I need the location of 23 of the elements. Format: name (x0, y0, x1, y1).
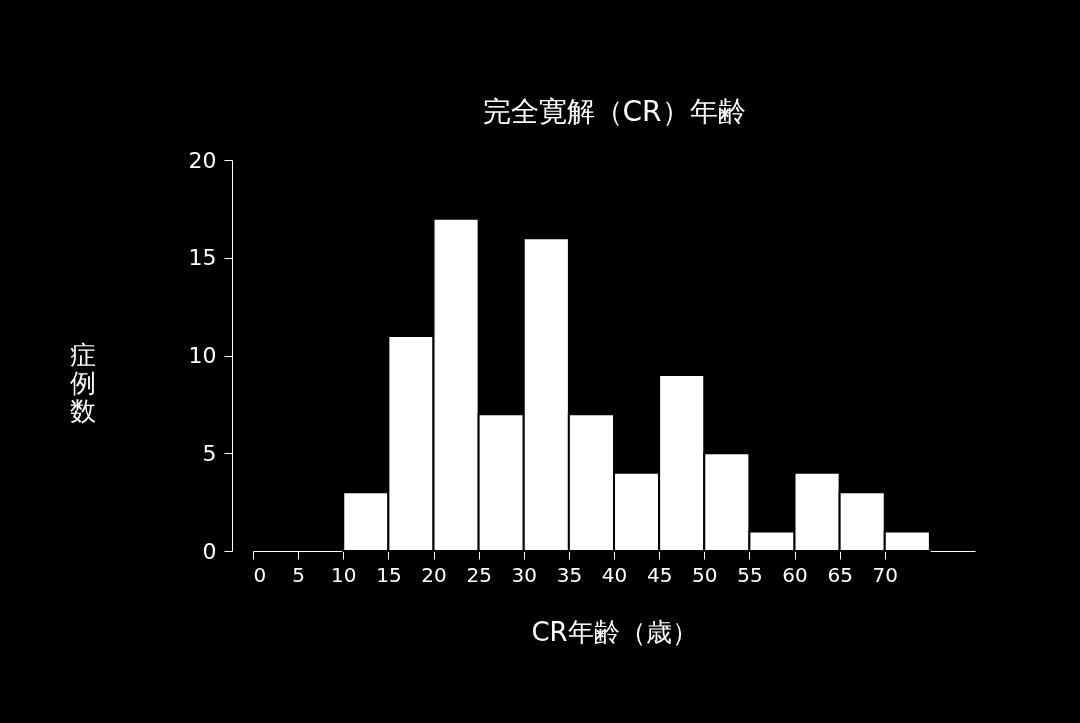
x-tick-label: 45 (646, 562, 673, 587)
x-tick-label: 70 (872, 562, 898, 587)
x-axis-title: CR年齢（歳） (531, 616, 698, 647)
y-tick-label: 20 (188, 147, 217, 173)
x-tick-label: 35 (556, 562, 583, 587)
y-tick-label: 10 (188, 343, 217, 368)
x-tick-label: 25 (466, 562, 492, 587)
x-tick-label: 60 (782, 562, 808, 587)
x-tick-label: 5 (292, 562, 305, 587)
x-tick-label: 10 (331, 562, 357, 587)
x-tick-label: 40 (601, 562, 628, 587)
x-tick-label: 0 (253, 562, 267, 587)
chart-title: 完全寛解（CR）年齢 (482, 95, 746, 128)
x-tick-label: 55 (737, 562, 763, 587)
y-tick-label: 5 (202, 440, 217, 466)
x-tick-label: 15 (376, 562, 402, 587)
x-tick-label: 30 (511, 562, 537, 587)
x-tick-label: 50 (692, 562, 718, 587)
x-tick-label: 20 (421, 562, 447, 587)
y-axis-title: 症例数 (69, 339, 96, 426)
y-tick-label: 15 (188, 245, 217, 271)
y-tick-label: 0 (202, 538, 217, 564)
x-tick-label: 65 (827, 562, 853, 587)
